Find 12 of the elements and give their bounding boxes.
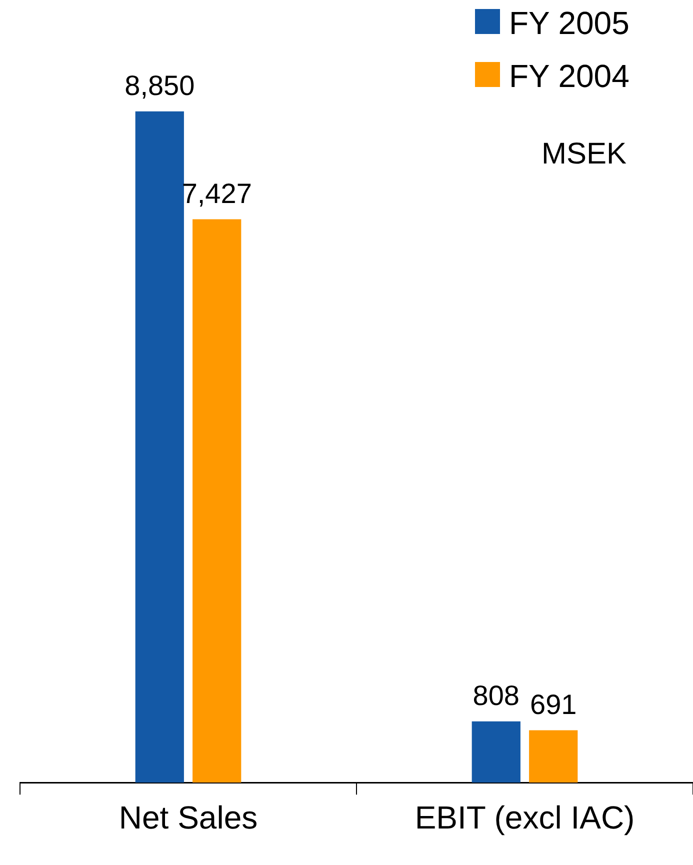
data-label: 691: [530, 688, 577, 720]
bar: [529, 730, 578, 783]
legend-label: FY 2004: [509, 58, 630, 94]
data-label: 8,850: [124, 70, 195, 102]
bar: [192, 219, 242, 783]
bar: [135, 111, 184, 783]
bar: [472, 721, 520, 783]
x-tick-label: EBIT (excl IAC): [414, 800, 635, 836]
legend-label: FY 2005: [509, 4, 630, 41]
data-label: 808: [472, 680, 520, 712]
annotation: MSEK: [541, 137, 627, 170]
x-tick-label: Net Sales: [118, 800, 258, 836]
